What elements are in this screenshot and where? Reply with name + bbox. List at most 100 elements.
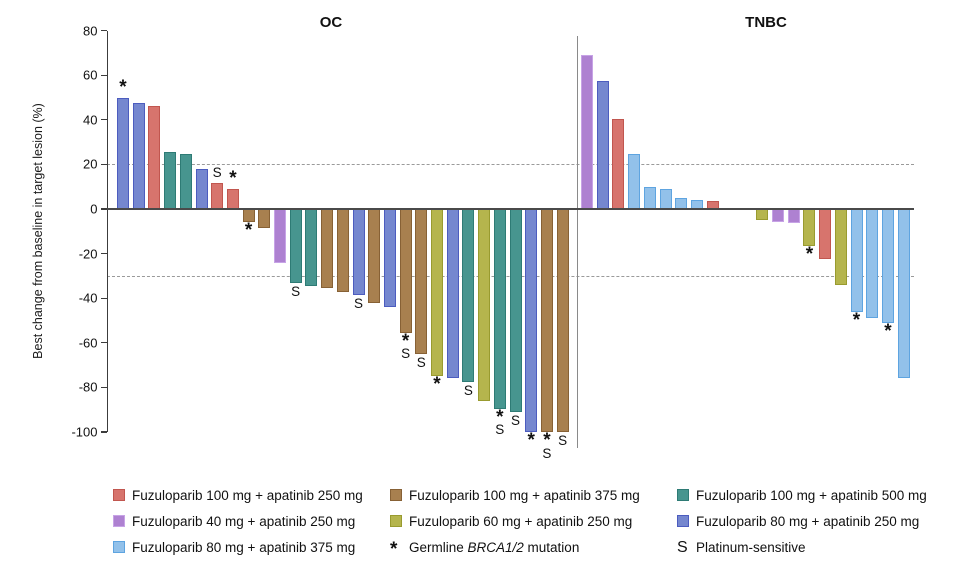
bar-oc-22 xyxy=(446,209,459,379)
y-tick-mark xyxy=(100,29,107,32)
platinum-marker-symbol: S xyxy=(677,539,688,556)
bar-oc-18 xyxy=(383,209,396,308)
bar-oc-14 xyxy=(321,209,334,289)
brca-mutation-marker: * xyxy=(884,320,892,342)
brca-mutation-marker: * xyxy=(496,406,504,428)
legend-label: Fuzuloparib 100 mg + apatinib 500 mg xyxy=(696,488,927,503)
legend-label: Germline BRCA1/2 mutation xyxy=(409,540,580,555)
bar-tnbc-6 xyxy=(659,188,672,209)
legend-swatch-bluepurple xyxy=(677,515,689,527)
bar-tnbc-12 xyxy=(787,209,800,224)
legend-swatch-lightblue xyxy=(113,541,125,553)
bar-tnbc-17 xyxy=(866,209,879,319)
y-tick-mark xyxy=(100,386,107,389)
y-tick-mark xyxy=(100,431,107,433)
bar-tnbc-14 xyxy=(819,209,832,260)
brca-mutation-marker: * xyxy=(852,309,861,331)
bar-tnbc-2 xyxy=(596,80,609,209)
y-tick-label: -60 xyxy=(78,335,98,351)
brca-mutation-marker: * xyxy=(433,374,441,396)
y-tick-mark xyxy=(100,74,107,76)
group-title-oc: OC xyxy=(319,14,343,31)
bar-oc-23 xyxy=(462,209,475,382)
bar-tnbc-18 xyxy=(881,209,894,323)
y-tick-label: -20 xyxy=(78,246,98,262)
zero-baseline xyxy=(106,208,914,210)
y-tick-mark xyxy=(100,297,107,299)
platinum-sensitive-marker: S xyxy=(495,422,505,438)
y-tick-label: -80 xyxy=(78,379,98,395)
legend-label: Fuzuloparib 80 mg + apatinib 375 mg xyxy=(132,540,356,555)
bar-tnbc-5 xyxy=(643,186,656,209)
y-tick-mark xyxy=(100,163,107,166)
group-divider xyxy=(576,36,578,448)
y-axis-line xyxy=(106,30,108,432)
bar-oc-19 xyxy=(399,209,412,333)
legend-swatch-yellowgreen xyxy=(390,515,402,527)
group-title-tnbc: TNBC xyxy=(745,14,787,31)
platinum-sensitive-marker: S xyxy=(542,445,552,461)
bar-oc-25 xyxy=(493,209,506,409)
legend-label: Platinum-sensitive xyxy=(696,540,806,555)
brca-marker-symbol: * xyxy=(390,539,398,560)
bar-tnbc-16 xyxy=(850,209,863,312)
legend-swatch-red xyxy=(113,489,125,501)
bar-oc-12 xyxy=(289,209,302,283)
brca-mutation-marker: * xyxy=(543,430,551,451)
platinum-sensitive-marker: S xyxy=(291,283,301,299)
bar-oc-28 xyxy=(540,209,553,432)
bar-oc-24 xyxy=(478,209,491,401)
bar-oc-29 xyxy=(556,209,569,432)
bar-oc-1 xyxy=(117,97,129,209)
y-tick-mark xyxy=(100,252,107,255)
legend-label: Fuzuloparib 40 mg + apatinib 250 mg xyxy=(132,514,356,529)
legend-label: Fuzuloparib 100 mg + apatinib 375 mg xyxy=(409,488,640,503)
bar-oc-26 xyxy=(509,209,522,412)
brca-mutation-marker: * xyxy=(244,220,253,242)
platinum-sensitive-marker: S xyxy=(353,295,363,311)
bar-oc-20 xyxy=(415,209,428,354)
legend-swatch-brown xyxy=(390,489,402,501)
legend-swatch-violet xyxy=(113,515,125,527)
bar-oc-11 xyxy=(274,209,286,263)
bar-oc-27 xyxy=(525,209,538,432)
bar-oc-21 xyxy=(431,209,443,377)
bar-tnbc-10 xyxy=(756,209,769,221)
bar-oc-4 xyxy=(164,152,177,209)
bar-oc-6 xyxy=(195,168,208,209)
bar-tnbc-1 xyxy=(581,55,593,209)
bar-tnbc-11 xyxy=(772,209,784,223)
y-tick-label: 0 xyxy=(90,201,98,217)
y-tick-mark xyxy=(100,119,107,121)
legend-label: Fuzuloparib 100 mg + apatinib 250 mg xyxy=(132,488,363,503)
y-tick-label: 20 xyxy=(83,156,98,172)
bar-tnbc-19 xyxy=(897,209,910,379)
bar-oc-10 xyxy=(258,209,271,228)
y-tick-label: -40 xyxy=(78,290,98,306)
bar-oc-17 xyxy=(368,209,381,303)
bar-oc-3 xyxy=(148,106,161,209)
bar-oc-13 xyxy=(305,209,318,286)
bar-tnbc-4 xyxy=(628,154,641,209)
brca-mutation-marker: * xyxy=(805,243,814,265)
brca-mutation-marker: * xyxy=(527,430,535,451)
platinum-sensitive-marker: S xyxy=(416,354,426,370)
legend-label: Fuzuloparib 80 mg + apatinib 250 mg xyxy=(696,514,920,529)
brca-mutation-marker: * xyxy=(401,330,410,352)
reference-dashed-line xyxy=(106,164,914,166)
y-tick-mark xyxy=(100,342,107,344)
brca-mutation-marker: * xyxy=(229,167,237,189)
bar-oc-16 xyxy=(352,209,365,295)
bar-oc-15 xyxy=(336,209,349,292)
platinum-sensitive-marker: S xyxy=(510,412,520,428)
bar-tnbc-15 xyxy=(834,209,847,285)
y-axis-title: Best change from baseline in target lesi… xyxy=(31,103,45,359)
legend-swatch-teal xyxy=(677,489,689,501)
platinum-sensitive-marker: S xyxy=(558,433,568,448)
brca-mutation-marker: * xyxy=(119,76,127,98)
bar-oc-8 xyxy=(226,188,239,209)
y-tick-label: 80 xyxy=(83,23,98,39)
bar-tnbc-13 xyxy=(803,209,816,246)
y-tick-label: -100 xyxy=(71,424,98,440)
